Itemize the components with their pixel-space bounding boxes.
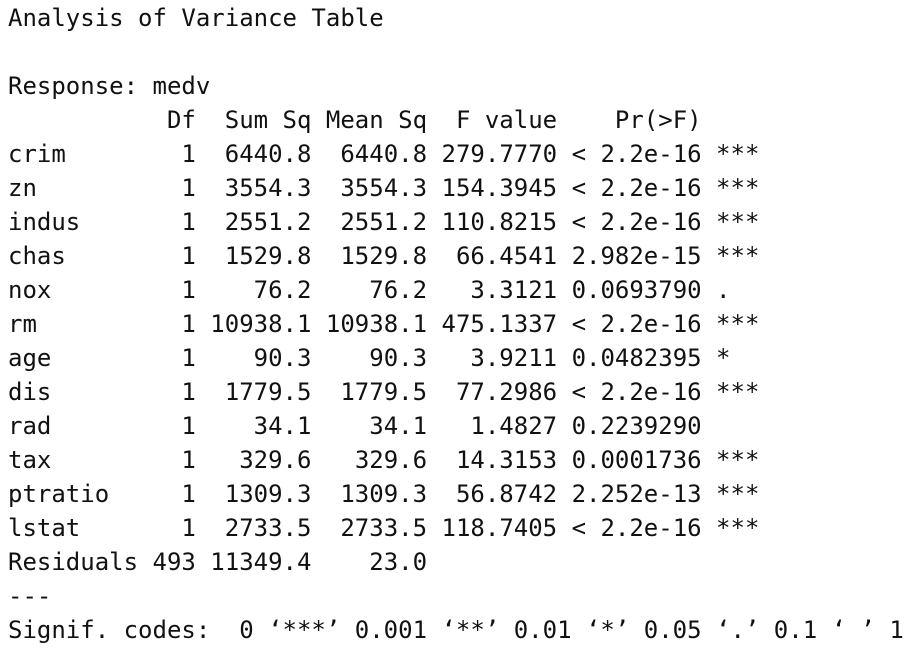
- mean-sq-cell: 2551.2: [340, 208, 428, 236]
- sum-sq-cell: 329.6: [239, 446, 312, 474]
- mean-sq-cell: 1309.3: [340, 480, 428, 508]
- f-value-cell: 475.1337: [441, 310, 558, 338]
- column-header: Pr(>F): [614, 106, 702, 134]
- row-name: tax: [8, 446, 52, 474]
- signif-stars: *: [716, 344, 731, 372]
- p-value-cell: < 2.2e-16: [571, 378, 702, 406]
- signif-stars: ***: [716, 446, 760, 474]
- separator: ---: [8, 582, 52, 610]
- sum-sq-cell: 1779.5: [224, 378, 312, 406]
- df-cell: 1: [181, 412, 196, 440]
- mean-sq-cell: 34.1: [369, 412, 428, 440]
- sum-sq-cell: 10938.1: [210, 310, 312, 338]
- df-cell: 1: [181, 344, 196, 372]
- row-name: dis: [8, 378, 52, 406]
- mean-sq-cell: 2733.5: [340, 514, 428, 542]
- f-value-cell: 14.3153: [455, 446, 558, 474]
- df-cell: 1: [181, 140, 196, 168]
- row-name: age: [8, 344, 52, 372]
- sum-sq-cell: 3554.3: [224, 174, 312, 202]
- signif-stars: ***: [716, 378, 760, 406]
- row-name: zn: [8, 174, 37, 202]
- signif-stars: .: [716, 276, 731, 304]
- p-value-cell: 2.252e-13: [571, 480, 702, 508]
- row-name: Residuals: [8, 548, 139, 576]
- column-header: Sum Sq: [224, 106, 312, 134]
- column-header: F value: [455, 106, 558, 134]
- df-cell: 493: [152, 548, 196, 576]
- f-value-cell: 3.9211: [470, 344, 558, 372]
- signif-stars: ***: [716, 174, 760, 202]
- df-cell: 1: [181, 378, 196, 406]
- df-cell: 1: [181, 480, 196, 508]
- sum-sq-cell: 1309.3: [224, 480, 312, 508]
- p-value-cell: < 2.2e-16: [571, 310, 702, 338]
- p-value-cell: < 2.2e-16: [571, 174, 702, 202]
- sum-sq-cell: 90.3: [253, 344, 312, 372]
- mean-sq-cell: 1529.8: [340, 242, 428, 270]
- df-cell: 1: [181, 446, 196, 474]
- f-value-cell: 154.3945: [441, 174, 558, 202]
- table-title: Analysis of Variance Table: [8, 4, 384, 32]
- p-value-cell: < 2.2e-16: [571, 208, 702, 236]
- p-value-cell: 0.0482395: [571, 344, 702, 372]
- p-value-cell: < 2.2e-16: [571, 140, 702, 168]
- sum-sq-cell: 2551.2: [224, 208, 312, 236]
- row-name: lstat: [8, 514, 81, 542]
- p-value-cell: < 2.2e-16: [571, 514, 702, 542]
- f-value-cell: 66.4541: [455, 242, 558, 270]
- mean-sq-cell: 3554.3: [340, 174, 428, 202]
- sum-sq-cell: 2733.5: [224, 514, 312, 542]
- f-value-cell: 118.7405: [441, 514, 558, 542]
- mean-sq-cell: 6440.8: [340, 140, 428, 168]
- sum-sq-cell: 6440.8: [224, 140, 312, 168]
- mean-sq-cell: 23.0: [369, 548, 428, 576]
- mean-sq-cell: 10938.1: [325, 310, 428, 338]
- signif-stars: ***: [716, 514, 760, 542]
- signif-stars: ***: [716, 242, 760, 270]
- df-cell: 1: [181, 242, 196, 270]
- f-value-cell: 56.8742: [455, 480, 558, 508]
- row-name: rad: [8, 412, 52, 440]
- df-cell: 1: [181, 514, 196, 542]
- df-cell: 1: [181, 174, 196, 202]
- signif-stars: ***: [716, 480, 760, 508]
- row-name: rm: [8, 310, 37, 338]
- f-value-cell: 1.4827: [470, 412, 558, 440]
- response-line: Response: medv: [8, 72, 211, 100]
- f-value-cell: 279.7770: [441, 140, 558, 168]
- p-value-cell: 0.0693790: [571, 276, 702, 304]
- column-header: Df: [166, 106, 196, 134]
- signif-codes: Signif. codes: 0 ‘***’ 0.001 ‘**’ 0.01 ‘…: [8, 616, 904, 644]
- signif-stars: ***: [716, 208, 760, 236]
- mean-sq-cell: 76.2: [369, 276, 428, 304]
- row-name: chas: [8, 242, 66, 270]
- df-cell: 1: [181, 276, 196, 304]
- mean-sq-cell: 90.3: [369, 344, 428, 372]
- sum-sq-cell: 34.1: [253, 412, 312, 440]
- signif-stars: ***: [716, 140, 760, 168]
- f-value-cell: 77.2986: [455, 378, 558, 406]
- row-name: ptratio: [8, 480, 110, 508]
- f-value-cell: 110.8215: [441, 208, 558, 236]
- column-header: Mean Sq: [325, 106, 428, 134]
- row-name: nox: [8, 276, 52, 304]
- p-value-cell: 0.0001736: [571, 446, 702, 474]
- sum-sq-cell: 1529.8: [224, 242, 312, 270]
- sum-sq-cell: 76.2: [253, 276, 312, 304]
- f-value-cell: 3.3121: [470, 276, 558, 304]
- mean-sq-cell: 329.6: [354, 446, 428, 474]
- row-name: indus: [8, 208, 81, 236]
- df-cell: 1: [181, 208, 196, 236]
- sum-sq-cell: 11349.4: [210, 548, 312, 576]
- p-value-cell: 2.982e-15: [571, 242, 702, 270]
- row-name: crim: [8, 140, 66, 168]
- mean-sq-cell: 1779.5: [340, 378, 428, 406]
- p-value-cell: 0.2239290: [571, 412, 702, 440]
- df-cell: 1: [181, 310, 196, 338]
- signif-stars: ***: [716, 310, 760, 338]
